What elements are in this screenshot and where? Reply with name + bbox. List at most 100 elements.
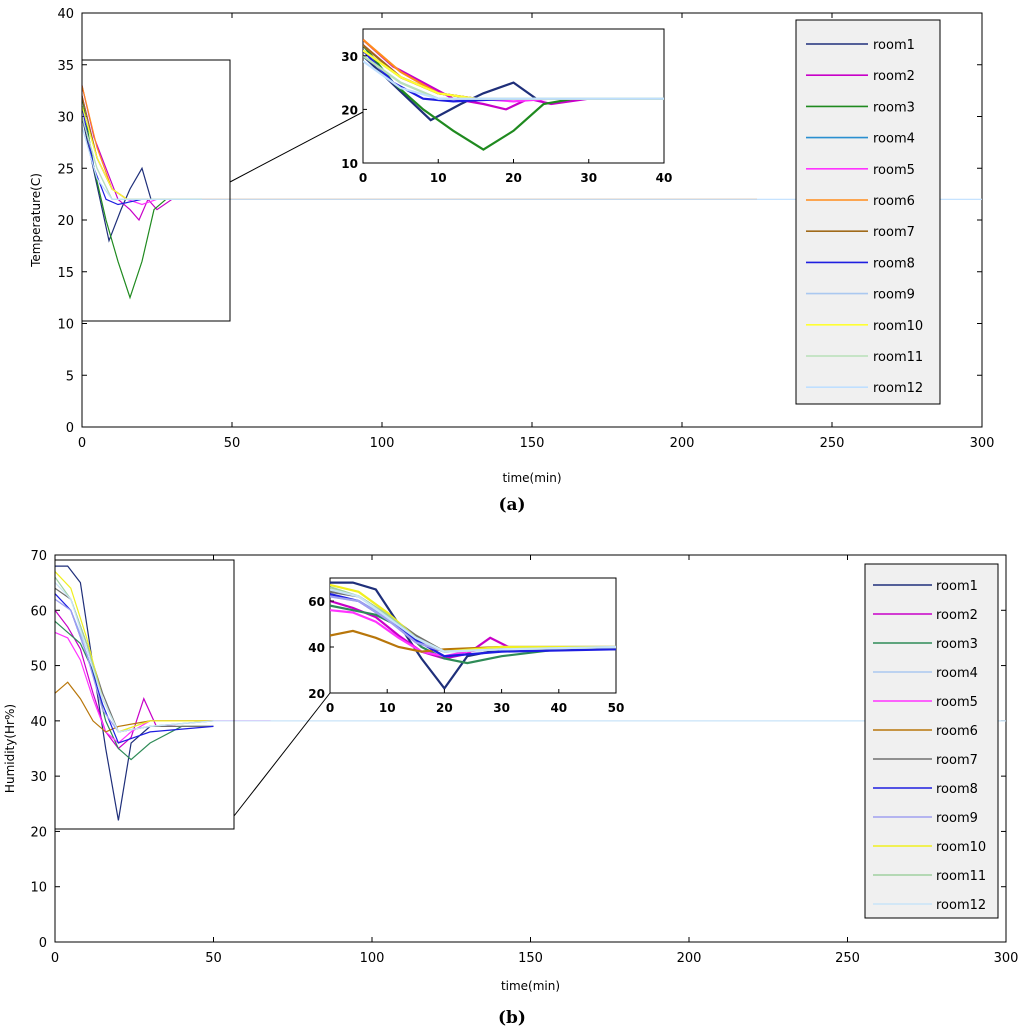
chart-panel-b: 0 50 100 150 200 250 300010203040506070time(mi… xyxy=(3,549,1018,993)
legend-label: room6 xyxy=(873,194,915,209)
inset-x-tick-label: 30 xyxy=(580,171,597,185)
inset-x-tick-label: 50 xyxy=(608,701,625,715)
inset-x-tick-label: 0 xyxy=(359,171,367,185)
legend-label: room10 xyxy=(873,319,923,334)
legend-label: room4 xyxy=(873,132,915,147)
inset-series-group xyxy=(330,581,616,691)
zoom-window xyxy=(54,559,235,830)
panel-caption: (b) xyxy=(498,1008,526,1028)
y-tick-label: 40 xyxy=(30,715,47,730)
y-tick-label: 70 xyxy=(30,549,47,564)
inset-x-tick-label: 10 xyxy=(430,171,447,185)
series-line-room1 xyxy=(55,565,176,821)
legend-label: room6 xyxy=(936,724,978,739)
x-tick-label: 0 xyxy=(78,436,86,451)
zoom-connector xyxy=(229,111,364,183)
legend-label: room1 xyxy=(873,38,915,53)
y-tick-label: 10 xyxy=(30,881,47,896)
y-tick-label: 20 xyxy=(57,214,74,229)
series-line-room2 xyxy=(81,85,202,222)
panel-caption: (a) xyxy=(498,495,525,515)
inset-series-line-room2 xyxy=(363,38,664,111)
y-axis-label: Humidity(Hr%) xyxy=(3,704,17,793)
x-tick-label: 100 xyxy=(360,951,385,966)
inset-x-tick-label: 20 xyxy=(436,701,453,715)
inset-x-tick-label: 40 xyxy=(656,171,673,185)
inset-series-line-room5 xyxy=(330,609,502,658)
series-line-room12 xyxy=(81,126,982,200)
x-tick-label: 250 xyxy=(835,951,860,966)
inset-x-tick-label: 30 xyxy=(493,701,510,715)
inset-y-tick-label: 20 xyxy=(341,103,358,117)
legend-label: room8 xyxy=(873,256,915,271)
series-line-room3 xyxy=(54,620,214,761)
legend-box xyxy=(864,563,999,919)
inset-y-tick-label: 60 xyxy=(308,595,325,609)
y-tick-label: 0 xyxy=(66,421,74,436)
legend-label: room12 xyxy=(873,381,923,396)
legend-label: room11 xyxy=(936,869,986,884)
legend-box xyxy=(795,19,941,405)
inset-y-tick-label: 40 xyxy=(308,641,325,655)
inset-series-line-room3 xyxy=(330,604,616,665)
y-tick-label: 20 xyxy=(30,825,47,840)
x-tick-label: 250 xyxy=(820,436,845,451)
series-line-room6 xyxy=(54,681,214,733)
x-tick-label: 150 xyxy=(520,436,545,451)
chart-panel-a: 0 50 100 150 200 250 3000510152025303540time(m… xyxy=(29,7,994,485)
legend-label: room2 xyxy=(873,69,915,84)
legend-label: room3 xyxy=(936,637,978,652)
y-tick-label: 60 xyxy=(30,604,47,619)
inset-y-tick-label: 30 xyxy=(341,50,358,64)
legend-label: room3 xyxy=(873,100,915,115)
inset-x-tick-label: 0 xyxy=(326,701,334,715)
y-tick-label: 0 xyxy=(39,936,47,951)
legend: room1 room2 room3 room4 room5 room6 room7 room8… xyxy=(864,563,999,919)
x-tick-label: 200 xyxy=(677,951,702,966)
x-tick-label: 50 xyxy=(224,436,241,451)
y-tick-label: 30 xyxy=(30,770,47,785)
legend-label: room2 xyxy=(936,608,978,623)
y-tick-label: 25 xyxy=(57,162,74,177)
y-tick-label: 10 xyxy=(57,318,74,333)
legend-label: room4 xyxy=(936,666,978,681)
legend-label: room5 xyxy=(873,163,915,178)
inset-y-tick-label: 20 xyxy=(308,687,325,701)
y-tick-label: 50 xyxy=(30,660,47,675)
y-tick-label: 40 xyxy=(57,7,74,22)
inset-series-group xyxy=(363,38,664,151)
zoom-window xyxy=(81,59,231,322)
legend-label: room12 xyxy=(936,898,986,913)
inset-series-line-room12 xyxy=(330,588,616,653)
inset-plot: 0 10 20 30 40 50 20 40 60 xyxy=(308,577,625,715)
legend-label: room8 xyxy=(936,782,978,797)
inset-x-tick-label: 40 xyxy=(550,701,567,715)
zoom-connector xyxy=(233,692,331,817)
legend-label: room9 xyxy=(873,288,915,303)
y-tick-label: 15 xyxy=(57,266,74,281)
legend-label: room11 xyxy=(873,350,923,365)
legend-label: room10 xyxy=(936,840,986,855)
y-axis-label: Temperature(C) xyxy=(29,173,43,268)
x-tick-label: 150 xyxy=(518,951,543,966)
inset-series-line-room12 xyxy=(363,60,664,100)
legend-label: room9 xyxy=(936,811,978,826)
y-tick-label: 5 xyxy=(66,369,74,384)
y-tick-label: 30 xyxy=(57,111,74,126)
inset-y-tick-label: 10 xyxy=(341,157,358,171)
x-tick-label: 300 xyxy=(970,436,995,451)
x-tick-label: 50 xyxy=(205,951,222,966)
x-tick-label: 200 xyxy=(670,436,695,451)
legend-label: room5 xyxy=(936,695,978,710)
legend: room1 room2 room3 room4 room5 room6 room7 room8… xyxy=(795,19,941,405)
x-tick-label: 100 xyxy=(370,436,395,451)
inset-x-tick-label: 10 xyxy=(379,701,396,715)
inset-x-tick-label: 20 xyxy=(505,171,522,185)
x-tick-label: 300 xyxy=(994,951,1019,966)
y-tick-label: 35 xyxy=(57,59,74,74)
x-axis-label: time(min) xyxy=(502,471,561,485)
legend-label: room7 xyxy=(936,753,978,768)
series-line-room12 xyxy=(54,582,1006,733)
